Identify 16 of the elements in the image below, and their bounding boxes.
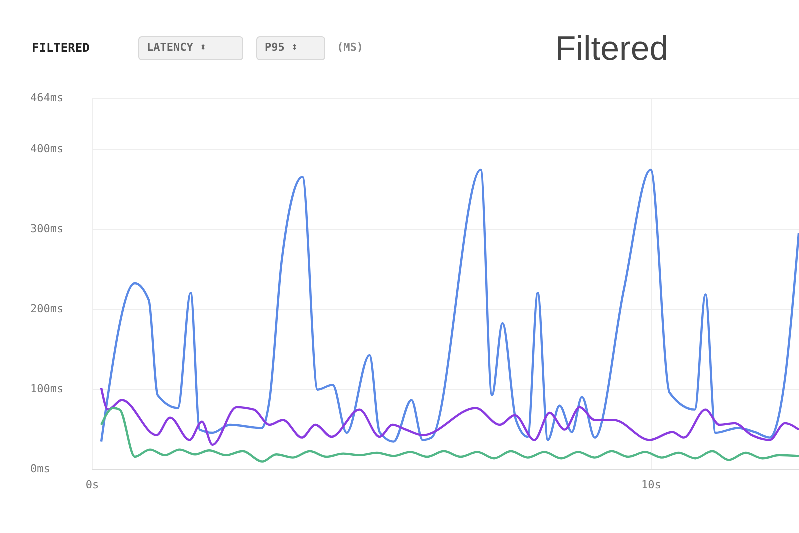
y-tick-label: 0ms [30,462,50,476]
y-tick-label: 100ms [30,382,64,396]
text: Filtered [555,30,669,68]
x-tick-label: 0s [86,478,100,492]
y-tick-label: 300ms [30,222,64,236]
x-tick-label: 10s [641,478,662,492]
y-tick-label: 400ms [30,142,64,156]
y-tick-label: 200ms [30,302,64,316]
chart-title: FILTERED [32,41,90,55]
text: P95 ⬍ [265,41,298,54]
line-series [100,387,799,446]
line-series [100,407,799,463]
text: (MS) [337,41,364,54]
line-series [100,168,799,443]
text: LATENCY ⬍ [147,41,207,54]
y-tick-label: 464ms [30,92,64,104]
